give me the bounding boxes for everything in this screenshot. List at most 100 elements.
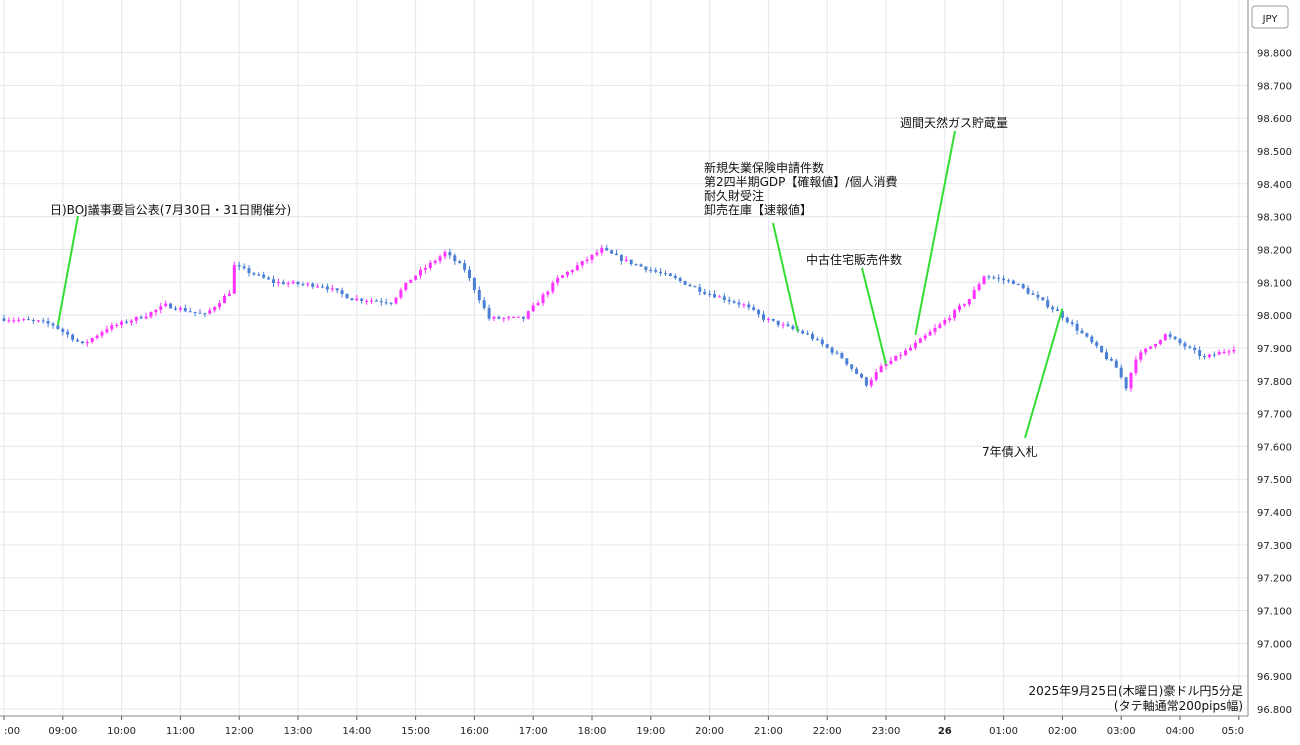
candle-body — [404, 282, 408, 290]
candle-body — [301, 284, 305, 286]
candle-body — [958, 305, 961, 310]
candle-body — [41, 320, 45, 322]
candle-body — [1144, 348, 1148, 353]
candle-body — [595, 252, 599, 255]
candle-body — [786, 324, 790, 327]
x-tick-label: :00 — [4, 726, 20, 737]
candle-body — [453, 255, 457, 262]
candle-body — [433, 260, 437, 263]
candle-body — [340, 290, 344, 294]
annotation-line — [1024, 308, 1064, 439]
candle-body — [1227, 351, 1231, 353]
candle-body — [1183, 343, 1187, 347]
candle-body — [370, 300, 373, 302]
candle-body — [129, 320, 133, 323]
candle-body — [933, 327, 937, 332]
annotation-label: 耐久財受注 — [704, 188, 764, 203]
candle-body — [487, 308, 491, 319]
y-tick-label: 96.800 — [1257, 705, 1292, 716]
candle-body — [512, 316, 516, 318]
y-tick-label: 97.900 — [1257, 344, 1292, 355]
annotation-label: 日)BOJ議事要旨公表(7月30日・31日開催分) — [50, 203, 291, 217]
x-tick-label: 01:00 — [989, 726, 1018, 737]
candle-body — [732, 301, 736, 303]
y-tick-label: 97.300 — [1257, 541, 1292, 552]
candle-body — [948, 318, 952, 321]
y-tick-label: 97.400 — [1257, 508, 1292, 519]
y-tick-label: 97.700 — [1257, 410, 1292, 421]
y-tick-label: 98.700 — [1257, 81, 1292, 92]
y-tick-label: 98.200 — [1257, 245, 1292, 256]
annotation-label: 週間天然ガス貯蔵量 — [900, 115, 1008, 130]
y-tick-label: 98.400 — [1257, 180, 1292, 191]
candle-body — [708, 293, 712, 295]
x-tick-label: 03:00 — [1107, 726, 1136, 737]
annotation-label: 卸売在庫【速報値】 — [704, 202, 812, 217]
y-tick-label: 97.100 — [1257, 607, 1292, 618]
candle-body — [987, 276, 991, 278]
annotation-line — [772, 222, 799, 332]
candle-body — [257, 274, 261, 276]
candle-body — [1193, 347, 1197, 351]
candle-body — [379, 301, 383, 303]
candle-body — [154, 309, 158, 313]
candle-body — [237, 265, 241, 267]
candle-body — [1163, 334, 1167, 341]
x-tick-label: 20:00 — [695, 726, 724, 737]
candle-body — [722, 296, 726, 300]
candle-body — [443, 252, 447, 257]
candle-body — [384, 302, 388, 304]
candle-body — [997, 277, 1001, 279]
candle-body — [311, 283, 315, 287]
candle-body — [884, 363, 888, 367]
candle-body — [1139, 352, 1143, 360]
candle-body — [678, 278, 682, 282]
candle-body — [335, 288, 339, 291]
candle-body — [497, 316, 501, 319]
x-tick-label: 13:00 — [284, 726, 313, 737]
candle-body — [1085, 333, 1089, 337]
candle-body — [159, 306, 163, 310]
candle-body — [644, 266, 648, 271]
candle-body — [374, 300, 378, 302]
candle-body — [517, 316, 520, 318]
candle-body — [472, 278, 476, 290]
grid-lines — [0, 0, 1248, 716]
annotations: 日)BOJ議事要旨公表(7月30日・31日開催分) 新規失業保険申請件数第2四半期… — [50, 115, 1064, 459]
y-tick-label: 98.800 — [1257, 49, 1292, 60]
candle-body — [806, 333, 810, 335]
candle-body — [1154, 344, 1157, 347]
candle-body — [1065, 317, 1069, 323]
candle-body — [531, 305, 535, 312]
candle-body — [438, 256, 442, 261]
candle-body — [174, 308, 177, 310]
candle-body — [953, 309, 957, 319]
x-tick-label: 12:00 — [225, 726, 254, 737]
candle-body — [1016, 284, 1020, 286]
candle-body — [1217, 352, 1221, 355]
candle-body — [1158, 340, 1162, 345]
candle-body — [855, 368, 859, 374]
candle-body — [17, 319, 21, 321]
y-tick-label: 97.000 — [1257, 639, 1292, 650]
candle-body — [223, 295, 226, 304]
candle-body — [1124, 377, 1128, 389]
candle-body — [864, 377, 868, 386]
candle-body — [213, 307, 217, 311]
candle-body — [1168, 334, 1172, 337]
candle-body — [771, 318, 775, 321]
candle-body — [178, 307, 182, 310]
candle-body — [36, 320, 40, 322]
candle-body — [639, 264, 643, 267]
candle-body — [526, 311, 530, 319]
candles — [2, 244, 1236, 392]
y-tick-label: 98.100 — [1257, 278, 1292, 289]
candle-body — [281, 282, 285, 285]
candle-body — [232, 265, 236, 294]
candle-body — [1114, 360, 1118, 368]
candle-body — [149, 312, 153, 317]
candle-body — [673, 276, 677, 279]
candle-body — [227, 293, 231, 296]
candle-body — [350, 298, 354, 301]
candle-body — [267, 277, 271, 280]
